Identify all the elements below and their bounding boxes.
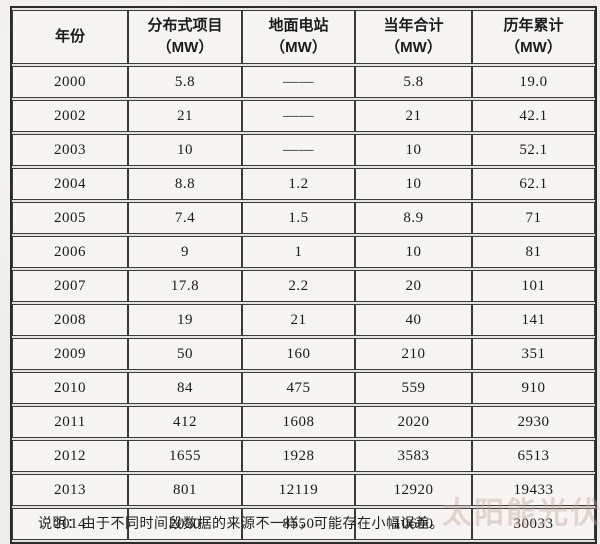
value-cell: 2930 [472, 406, 595, 438]
value-cell: —— [242, 134, 355, 166]
table-row: 2010 84 475 559 910 [12, 372, 595, 404]
value-cell: 20 [355, 270, 472, 302]
year-cell: 2006 [12, 236, 128, 268]
table-row: 2000 5.8 —— 5.8 19.0 [12, 66, 595, 98]
value-cell: 10600 [355, 508, 472, 540]
value-cell: 1655 [128, 440, 242, 472]
year-cell: 2009 [12, 338, 128, 370]
table-row: 2013 801 12119 12920 19433 [12, 474, 595, 506]
table-row: 2008 19 21 40 141 [12, 304, 595, 336]
value-cell: 62.1 [472, 168, 595, 200]
header-cell-cumulative: 历年累计 （MW） [472, 10, 595, 64]
table-row: 2009 50 160 210 351 [12, 338, 595, 370]
value-cell: 81 [472, 236, 595, 268]
column-label: 当年合计 [383, 17, 444, 35]
header-row: 年份 分布式项目 （MW） 地面电站 （MW） 当年合计 （MW） 历年累计 （… [12, 10, 595, 64]
value-cell: 475 [242, 372, 355, 404]
value-cell: 21 [242, 304, 355, 336]
year-cell: 2008 [12, 304, 128, 336]
table-row: 2003 10 —— 10 52.1 [12, 134, 595, 166]
table-row: 2004 8.8 1.2 10 62.1 [12, 168, 595, 200]
value-cell: 910 [472, 372, 595, 404]
value-cell: 30033 [472, 508, 595, 540]
column-label: 地面电站 [268, 17, 329, 35]
header-cell-year-total: 当年合计 （MW） [355, 10, 472, 64]
column-unit: （MW） [156, 39, 214, 56]
table-row: 2012 1655 1928 3583 6513 [12, 440, 595, 472]
value-cell: 1 [242, 236, 355, 268]
value-cell: 71 [472, 202, 595, 234]
year-cell: 2005 [12, 202, 128, 234]
value-cell: 21 [128, 100, 242, 132]
value-cell: 12119 [242, 474, 355, 506]
value-cell: 7.4 [128, 202, 242, 234]
value-cell: 19433 [472, 474, 595, 506]
year-cell: 2000 [12, 66, 128, 98]
column-unit: （MW） [270, 39, 327, 56]
year-cell: 2004 [12, 168, 128, 200]
pv-capacity-table: 年份 分布式项目 （MW） 地面电站 （MW） 当年合计 （MW） 历年累计 （… [10, 6, 597, 544]
value-cell: 210 [355, 338, 472, 370]
value-cell: 10 [355, 134, 472, 166]
value-cell: 1608 [242, 406, 355, 438]
value-cell: 5.8 [355, 66, 472, 98]
table-row: 2007 17.8 2.2 20 101 [12, 270, 595, 302]
year-cell: 2002 [12, 100, 128, 132]
value-cell: 84 [128, 372, 242, 404]
value-cell: 21 [355, 100, 472, 132]
value-cell: 19 [128, 304, 242, 336]
value-cell: 12920 [355, 474, 472, 506]
value-cell: 6513 [472, 440, 595, 472]
value-cell: 5.8 [128, 66, 242, 98]
value-cell: 412 [128, 406, 242, 438]
column-label: 年份 [54, 28, 85, 46]
value-cell: —— [242, 66, 355, 98]
value-cell: 17.8 [128, 270, 242, 302]
value-cell: 1.5 [242, 202, 355, 234]
value-cell: 160 [242, 338, 355, 370]
value-cell: 3583 [355, 440, 472, 472]
column-unit: （MW） [505, 39, 562, 56]
value-cell: —— [242, 100, 355, 132]
value-cell: 8.8 [128, 168, 242, 200]
value-cell: 1.2 [242, 168, 355, 200]
year-cell: 2013 [12, 474, 128, 506]
value-cell: 351 [472, 338, 595, 370]
column-unit: （MW） [385, 39, 442, 56]
value-cell: 19.0 [472, 66, 595, 98]
year-cell: 2003 [12, 134, 128, 166]
value-cell: 2.2 [242, 270, 355, 302]
year-cell: 2011 [12, 406, 128, 438]
table-row: 2011 412 1608 2020 2930 [12, 406, 595, 438]
table-row: 2014 2050 8550 10600 30033 [12, 508, 595, 540]
header-cell-ground-station: 地面电站 （MW） [242, 10, 355, 64]
value-cell: 101 [472, 270, 595, 302]
year-cell: 2007 [12, 270, 128, 302]
footnote: 说明：由于不同时间段数据的来源不一样，可能存在小幅误差。 [38, 515, 444, 531]
value-cell: 40 [355, 304, 472, 336]
value-cell: 10 [355, 236, 472, 268]
header-cell-distributed: 分布式项目 （MW） [128, 10, 242, 64]
value-cell: 559 [355, 372, 472, 404]
value-cell: 42.1 [472, 100, 595, 132]
column-label: 分布式项目 [147, 17, 223, 35]
value-cell: 141 [472, 304, 595, 336]
value-cell: 8.9 [355, 202, 472, 234]
value-cell: 1928 [242, 440, 355, 472]
table-row: 2006 9 1 10 81 [12, 236, 595, 268]
table-row: 2005 7.4 1.5 8.9 71 [12, 202, 595, 234]
value-cell: 50 [128, 338, 242, 370]
year-cell: 2010 [12, 372, 128, 404]
table-row: 2002 21 —— 21 42.1 [12, 100, 595, 132]
value-cell: 52.1 [472, 134, 595, 166]
value-cell: 2020 [355, 406, 472, 438]
value-cell: 9 [128, 236, 242, 268]
year-cell: 2012 [12, 440, 128, 472]
value-cell: 801 [128, 474, 242, 506]
value-cell: 10 [128, 134, 242, 166]
header-cell-year: 年份 [12, 10, 128, 64]
value-cell: 10 [355, 168, 472, 200]
column-label: 历年累计 [503, 17, 564, 35]
value-cell: 2050 [128, 508, 242, 540]
